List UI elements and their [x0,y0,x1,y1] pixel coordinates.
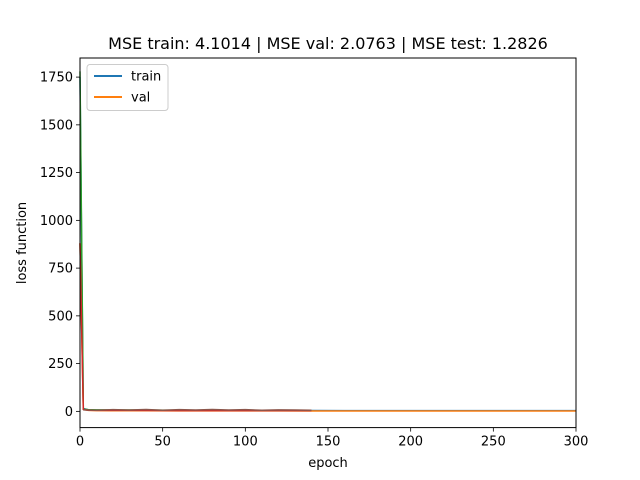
x-tick-label: 200 [398,435,423,450]
y-tick-label: 750 [48,262,73,277]
y-tick-label: 1000 [40,214,73,229]
x-axis-label: epoch [308,456,348,471]
series-layer [79,71,576,412]
x-tick-label: 250 [481,435,506,450]
x-axis-ticks: 0 50 100 150 200 250 300 [76,427,589,450]
y-tick-label: 1500 [40,118,73,133]
x-tick-label: 300 [564,435,589,450]
series-line-extra-4 [83,408,312,411]
x-tick-label: 150 [316,435,341,450]
y-axis-label: loss function [15,202,30,284]
x-tick-label: 100 [233,435,258,450]
legend-label-train: train [131,70,161,85]
legend-label-val: val [131,91,150,106]
chart-title: MSE train: 4.1014 | MSE val: 2.0763 | MS… [108,34,548,53]
y-axis-ticks: 0 250 500 750 1000 1250 1500 1750 [40,71,80,420]
y-tick-label: 1750 [40,71,73,86]
y-tick-label: 0 [65,405,73,420]
x-tick-label: 50 [154,435,171,450]
x-tick-label: 0 [76,435,84,450]
legend: train val [86,64,169,111]
y-tick-label: 500 [48,309,73,324]
y-tick-label: 1250 [40,166,73,181]
y-tick-label: 250 [48,357,73,372]
